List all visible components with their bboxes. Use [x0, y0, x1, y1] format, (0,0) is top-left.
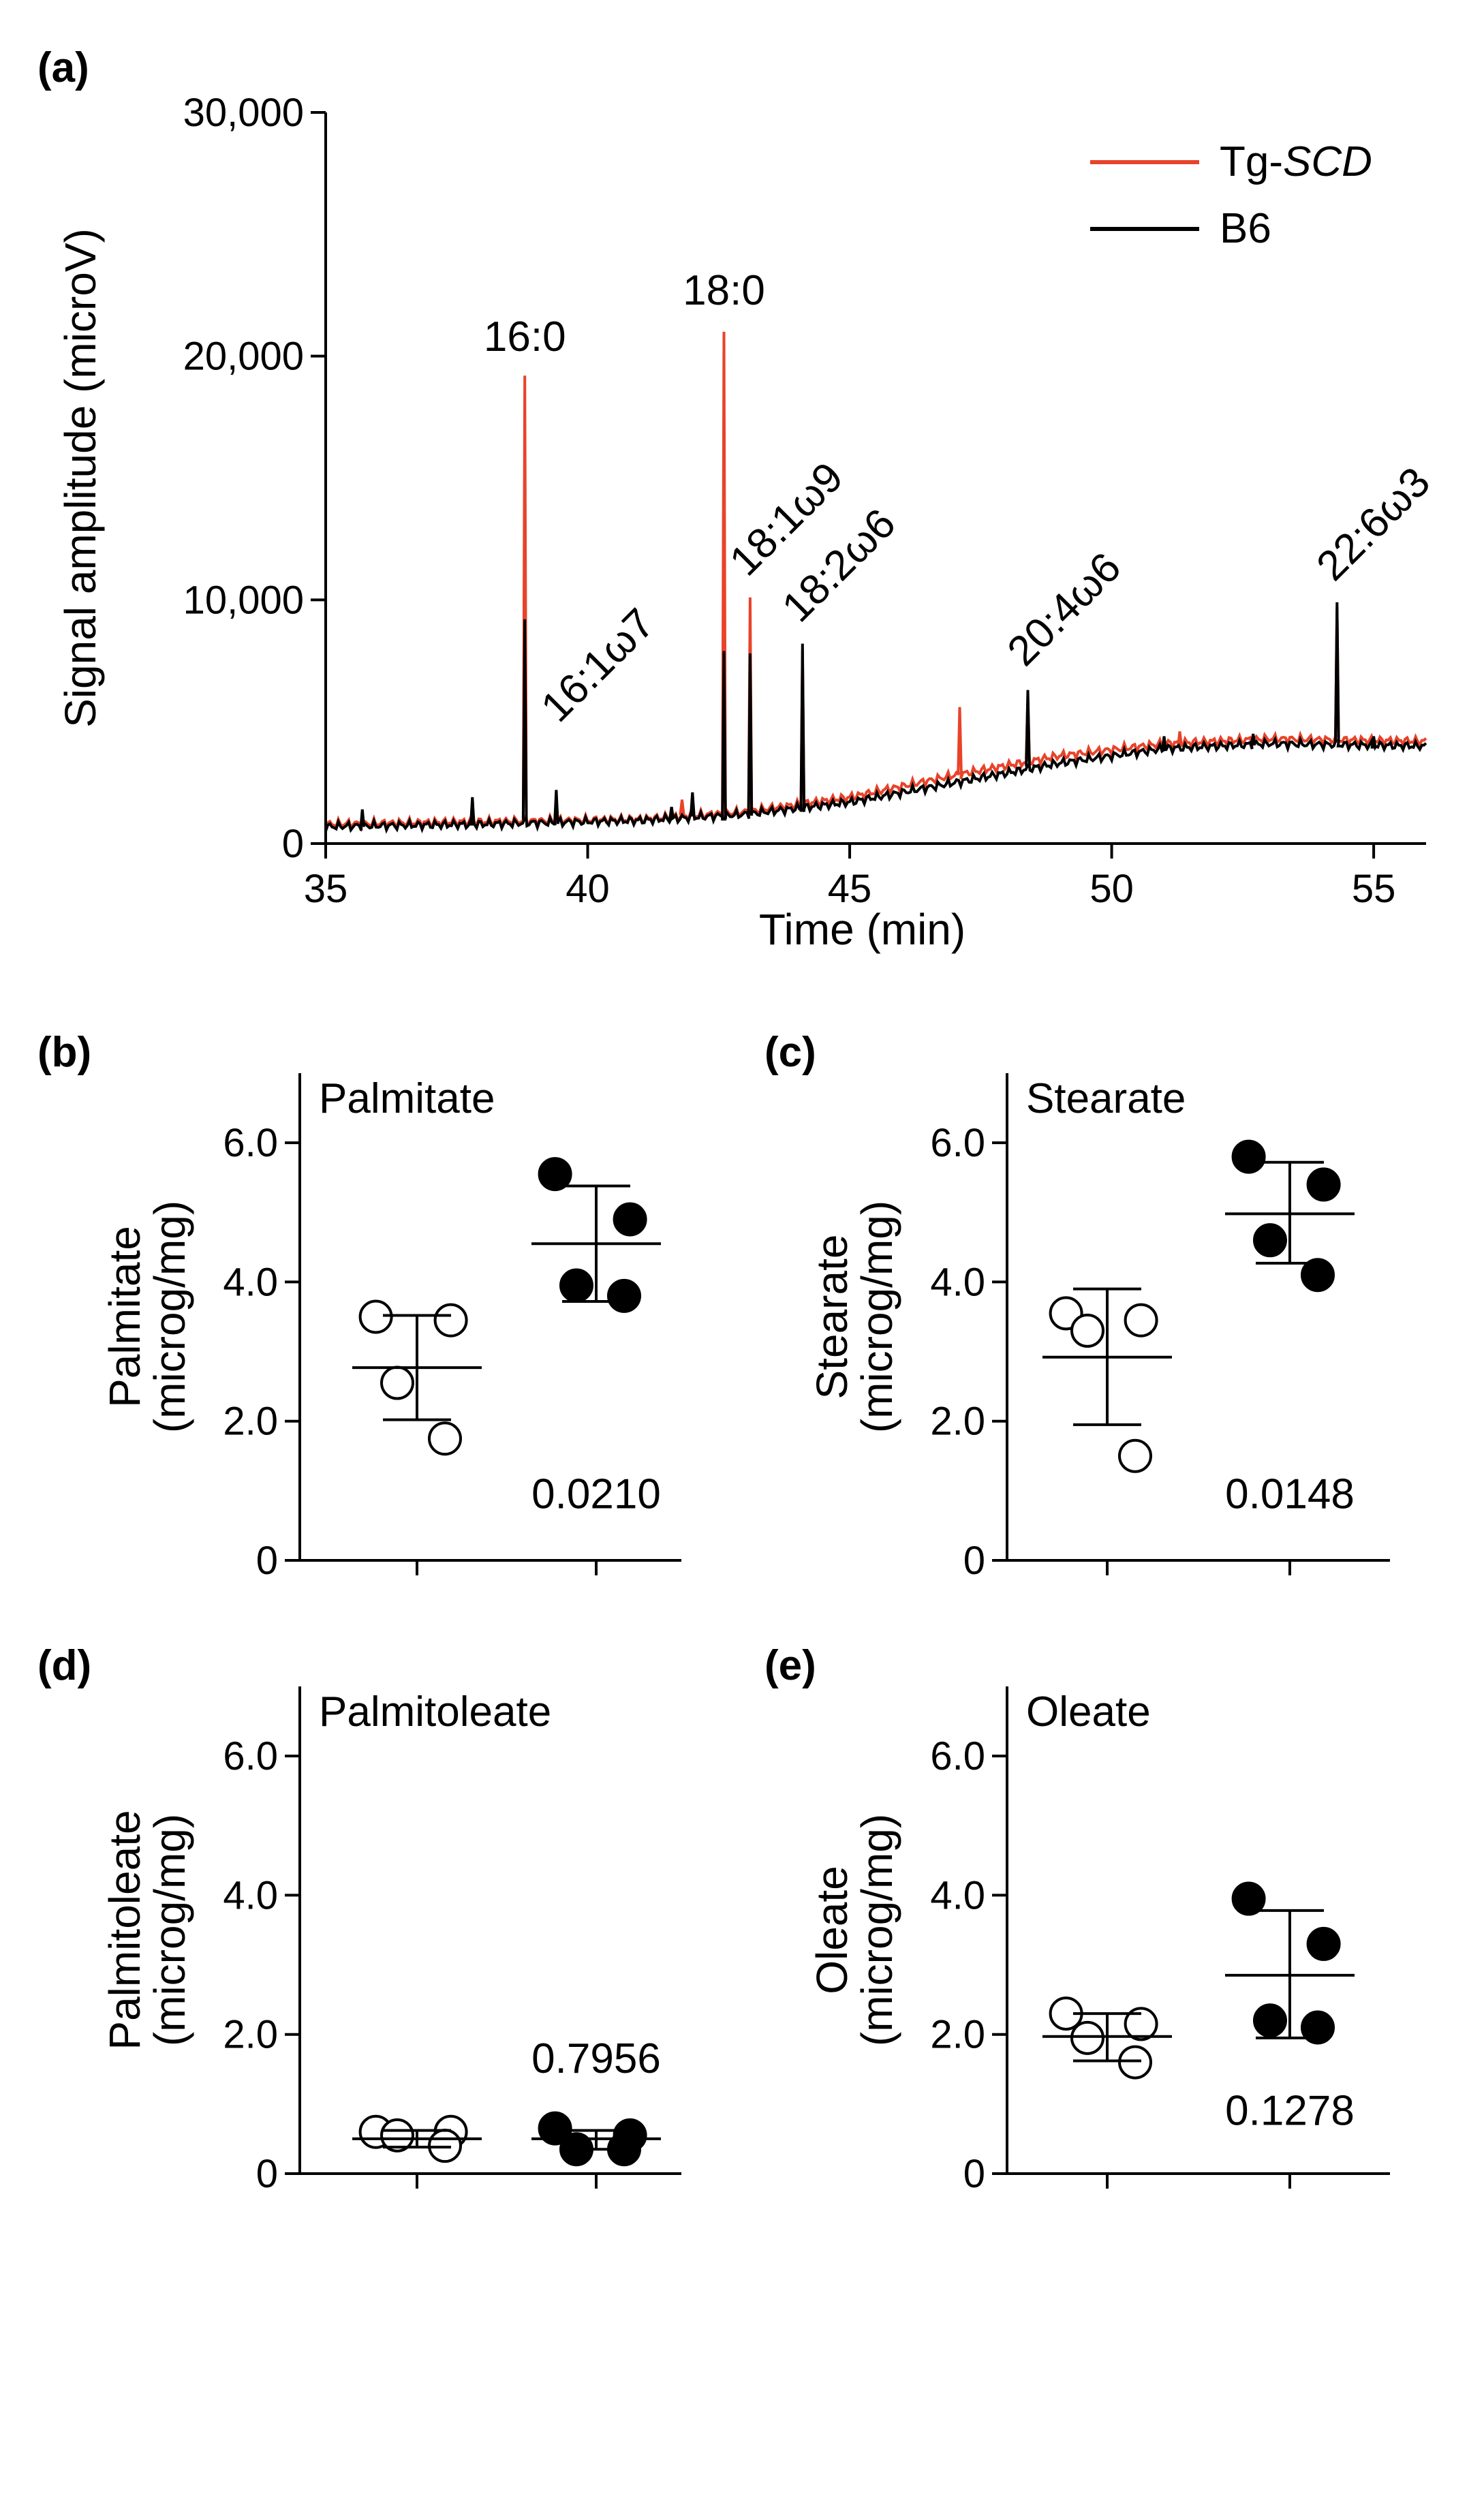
- legend-label: B6: [1220, 205, 1271, 252]
- y-axis-label-e: (microg/mg): [852, 1814, 901, 2046]
- data-point-filled: [559, 1268, 593, 1303]
- y-axis-label-c: (microg/mg): [852, 1201, 901, 1433]
- y-axis-label-c: Stearate: [807, 1235, 856, 1400]
- p-value-c: 0.0148: [1225, 1470, 1355, 1517]
- panel-d: (d)PalmitoleatePalmitoleate(microg/mg)02…: [37, 1642, 681, 2196]
- data-point-filled: [538, 1157, 572, 1192]
- data-point-filled: [1301, 1258, 1335, 1293]
- peak-label: 16:0: [484, 313, 566, 360]
- data-point-open: [1070, 1313, 1104, 1348]
- y-tick-label-d: 2.0: [223, 2013, 278, 2057]
- panel-title-c: Stearate: [1026, 1075, 1186, 1122]
- y-tick-label-b: 2.0: [223, 1400, 278, 1444]
- data-point-filled: [1253, 2003, 1287, 2038]
- data-point-open: [428, 2129, 462, 2163]
- y-axis-label-d: Palmitoleate: [100, 1810, 149, 2050]
- panel-letter-b: (b): [37, 1029, 91, 1076]
- x-tick-label-a: 35: [304, 867, 348, 911]
- x-axis-label-a: Time (min): [759, 905, 965, 954]
- peak-label: 16:1ω7: [532, 600, 664, 731]
- peak-label: 18:0: [683, 267, 765, 314]
- series-line-b6: [324, 602, 1427, 834]
- panel-b: (b)PalmitatePalmitate(microg/mg)02.04.06…: [37, 1029, 681, 1583]
- data-point-open: [1070, 2020, 1104, 2055]
- data-point-filled: [1301, 2010, 1335, 2045]
- p-value-e: 0.1278: [1225, 2088, 1355, 2135]
- data-point-filled: [1231, 1881, 1266, 1916]
- y-tick-label-c: 6.0: [930, 1121, 985, 1165]
- panel-letter-c: (c): [764, 1029, 816, 1076]
- data-point-open: [358, 1299, 393, 1334]
- series-line-tg-scd: [324, 331, 1427, 833]
- y-tick-label-c: 2.0: [930, 1400, 985, 1444]
- y-axis-label-a: Signal amplitude (microV): [56, 228, 105, 728]
- p-value-b: 0.0210: [531, 1470, 661, 1517]
- data-point-filled: [1306, 1167, 1341, 1202]
- p-value-d: 0.7956: [531, 2035, 661, 2082]
- y-tick-label-b: 6.0: [223, 1121, 278, 1165]
- y-tick-label-c: 0: [963, 1539, 985, 1583]
- y-axis-label-b: (microg/mg): [145, 1201, 194, 1433]
- y-axis-label-b: Palmitate: [100, 1226, 149, 1408]
- data-point-filled: [607, 1278, 641, 1313]
- data-point-open: [428, 1421, 462, 1456]
- data-point-open: [1124, 1303, 1158, 1338]
- y-axis-label-e: Oleate: [807, 1866, 856, 1994]
- legend-label-prefix: B6: [1220, 205, 1271, 252]
- data-point-open: [433, 1303, 468, 1338]
- y-tick-label-a: 10,000: [183, 578, 304, 622]
- x-tick-label-a: 55: [1352, 867, 1396, 911]
- legend-label: Tg-SCD: [1220, 138, 1372, 185]
- data-point-filled: [538, 2111, 572, 2146]
- y-tick-label-a: 0: [282, 822, 304, 866]
- panel-letter-d: (d): [37, 1642, 91, 1689]
- y-tick-label-a: 30,000: [183, 91, 304, 135]
- data-point-open: [380, 2118, 414, 2152]
- y-tick-label-d: 4.0: [223, 1873, 278, 1917]
- panel-title-d: Palmitoleate: [319, 1688, 551, 1735]
- legend-label-prefix: Tg-: [1220, 138, 1283, 185]
- y-tick-label-e: 4.0: [930, 1873, 985, 1917]
- panel-c: (c)StearateStearate(microg/mg)02.04.06.0…: [764, 1029, 1390, 1583]
- data-point-filled: [1253, 1223, 1287, 1258]
- y-tick-label-e: 6.0: [930, 1734, 985, 1778]
- data-point-filled: [613, 1202, 647, 1237]
- peak-label: 22:6ω3: [1308, 459, 1439, 590]
- y-tick-label-d: 0: [256, 2152, 278, 2196]
- legend-label-italic: SCD: [1283, 138, 1372, 185]
- data-point-filled: [1306, 1926, 1341, 1961]
- x-tick-label-a: 50: [1089, 867, 1134, 911]
- panel-letter-a: (a): [37, 44, 89, 91]
- data-point-open: [1118, 2045, 1152, 2080]
- panel-e: (e)OleateOleate(microg/mg)02.04.06.00.12…: [764, 1642, 1390, 2196]
- x-tick-label-a: 45: [828, 867, 872, 911]
- panel-title-e: Oleate: [1026, 1688, 1151, 1735]
- y-tick-label-b: 0: [256, 1539, 278, 1583]
- y-tick-label-e: 2.0: [930, 2013, 985, 2057]
- data-point-open: [1118, 1438, 1152, 1473]
- data-point-open: [1124, 2007, 1158, 2041]
- y-tick-label-e: 0: [963, 2152, 985, 2196]
- panel-a: (a) 0 10,000 20,000 30,000 35 40 45 50 55 Time (mi…: [37, 44, 1439, 954]
- y-tick-label-a: 20,000: [183, 335, 304, 379]
- data-point-open: [380, 1365, 414, 1400]
- peak-label: 20:4ω6: [999, 544, 1130, 675]
- y-tick-label-d: 6.0: [223, 1734, 278, 1778]
- data-point-filled: [1231, 1139, 1266, 1174]
- y-axis-label-d: (microg/mg): [145, 1814, 194, 2046]
- panel-title-b: Palmitate: [319, 1075, 495, 1122]
- x-tick-label-a: 40: [566, 867, 610, 911]
- panel-letter-e: (e): [764, 1642, 816, 1689]
- y-tick-label-b: 4.0: [223, 1260, 278, 1304]
- y-tick-label-c: 4.0: [930, 1260, 985, 1304]
